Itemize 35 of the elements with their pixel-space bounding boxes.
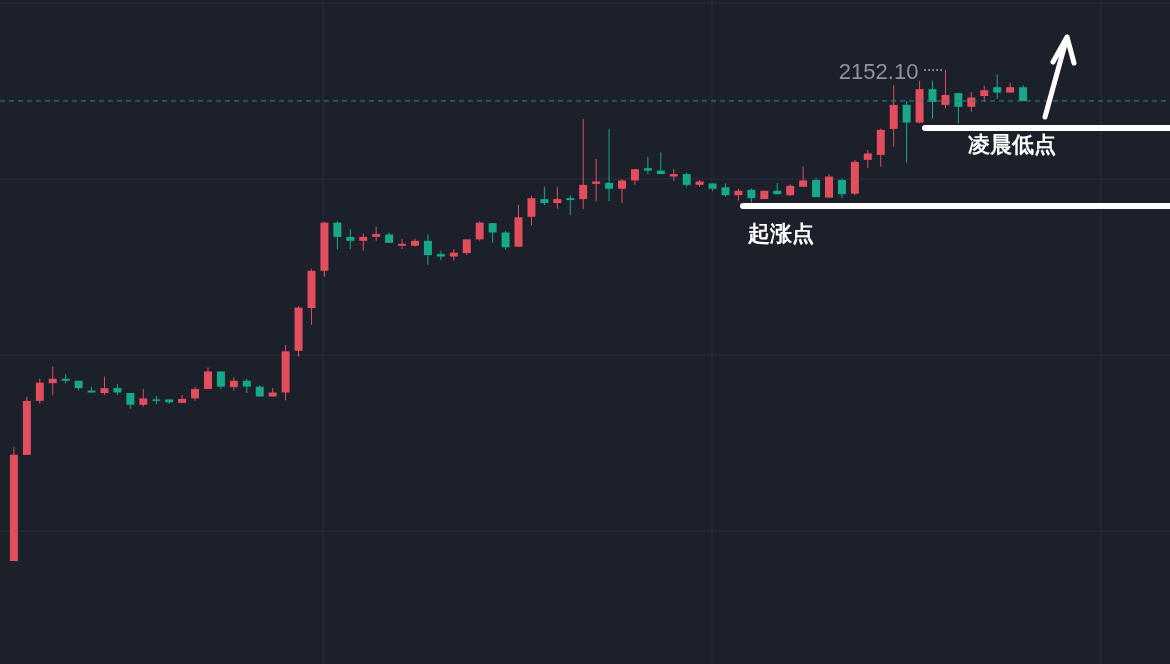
candlestick (618, 178, 626, 204)
candlestick (993, 73, 1002, 100)
candlestick (398, 238, 407, 250)
candlestick (592, 158, 601, 203)
ref-line-label: 凌晨低点 (968, 131, 1056, 157)
candlestick (48, 366, 57, 396)
candlestick (902, 100, 911, 164)
candlestick (501, 230, 510, 250)
candlestick (799, 166, 808, 188)
candlestick (643, 156, 652, 175)
candlestick (605, 128, 614, 202)
candlestick (35, 378, 44, 405)
candlestick (346, 228, 355, 250)
candlestick (527, 195, 536, 226)
candlestick (540, 186, 549, 206)
ref-line-label: 起涨点 (747, 220, 814, 246)
candlestick (553, 186, 562, 210)
candlestick (178, 394, 187, 404)
annotation: 2152.10 (838, 59, 919, 84)
candlestick (229, 376, 238, 392)
candlestick (863, 149, 872, 169)
candlestick (579, 118, 588, 210)
candlestick (825, 173, 834, 199)
candlestick (488, 222, 497, 244)
candlestick (928, 80, 937, 120)
candlestick (475, 220, 484, 242)
candlestick (423, 233, 432, 266)
candlestick (954, 92, 963, 125)
candlestick (941, 69, 950, 109)
candlestick (837, 177, 846, 199)
candlestick (436, 250, 445, 261)
candlestick (566, 194, 575, 216)
candlestick (967, 91, 976, 113)
candlestick (100, 376, 109, 396)
candlestick (333, 220, 342, 250)
